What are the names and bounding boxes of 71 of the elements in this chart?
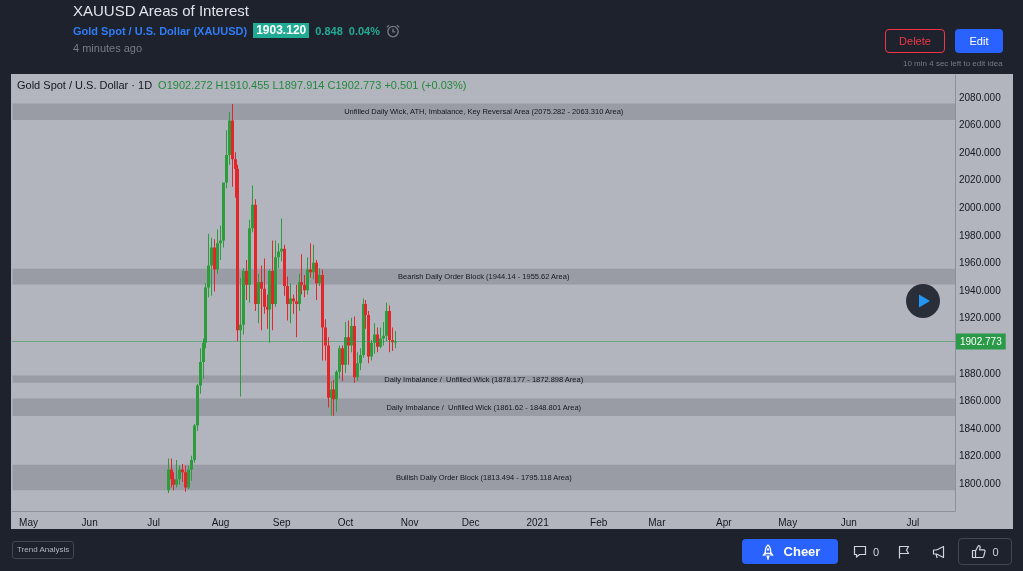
candlestick (271, 240, 274, 331)
candlestick (213, 239, 216, 292)
y-tick-label: 1820.000 (959, 450, 1002, 462)
y-tick-label: 1940.000 (959, 284, 1002, 296)
edit-button: Edit (955, 29, 1003, 53)
y-tick-label: 1920.000 (959, 312, 1002, 324)
x-tick-label: Apr (715, 516, 733, 528)
annotation: Gold Spot / U.S. Dollar · 1D (17, 79, 153, 91)
text: 10 min 4 sec left to edit idea (903, 59, 1003, 68)
ref-line-label: 1902.773 (960, 336, 1003, 348)
candlestick (167, 458, 170, 494)
candlestick (254, 199, 257, 311)
candlestick (306, 257, 309, 295)
y-tick-label: 1880.000 (959, 367, 1002, 379)
cheer-button: Cheer (742, 539, 838, 564)
y-tick-label: 2020.000 (959, 174, 1002, 186)
x-tick-label: Mar (648, 516, 667, 528)
candlestick (312, 244, 315, 280)
y-tick-label: 1800.000 (959, 477, 1002, 489)
candlestick (309, 243, 312, 278)
x-tick-label: Jul (147, 516, 161, 528)
candlestick (274, 240, 277, 307)
y-tick-label: 2000.000 (959, 201, 1002, 213)
delete-button: Delete (885, 29, 945, 53)
text: 0.848 (315, 23, 343, 38)
candlestick (376, 327, 379, 353)
candlestick (315, 259, 318, 300)
y-tick-label: 1860.000 (959, 395, 1002, 407)
candlestick (289, 283, 292, 324)
candlestick (353, 316, 356, 383)
candlestick (341, 345, 344, 382)
candlestick (216, 229, 219, 274)
y-tick-label: 1980.000 (959, 229, 1002, 241)
candlestick (175, 459, 178, 488)
y-tick-label: 2080.000 (959, 91, 1002, 103)
chart-subtitle: Gold Spot / U.S. Dollar (XAUUSD) (73, 23, 248, 38)
text: 0.04% (348, 23, 380, 38)
x-tick-label: Oct (337, 516, 354, 528)
x-tick-label: Feb (590, 516, 608, 528)
x-tick-label: Dec (461, 516, 480, 528)
text: 0 (873, 545, 880, 558)
candlestick (257, 273, 260, 324)
candlestick (184, 465, 187, 492)
like-button: 0 (958, 538, 1012, 565)
x-tick-label: 2021 (526, 516, 550, 528)
candlestick (347, 320, 350, 365)
candlestick (318, 268, 321, 287)
text: 1903.120 (253, 23, 310, 38)
x-tick-label: Jul (906, 516, 920, 528)
candlestick (210, 237, 213, 296)
x-tick-label: Jun (840, 516, 857, 528)
text: 4 minutes ago (73, 42, 143, 54)
x-tick-label: Jun (81, 516, 98, 528)
y-tick-label: 2060.000 (959, 119, 1002, 131)
x-tick-label: Nov (400, 516, 419, 528)
x-tick-label: Sep (272, 516, 291, 528)
candlestick (245, 259, 248, 300)
candlestick (321, 269, 324, 361)
candlestick (385, 302, 388, 342)
chart-title: XAUUSD Areas of Interest (73, 2, 249, 20)
tag: Trend Analysis (12, 541, 75, 559)
x-tick-label: May (19, 516, 38, 528)
x-tick-label: May (778, 516, 798, 528)
y-tick-label: 1840.000 (959, 422, 1002, 434)
y-tick-label: 2040.000 (959, 146, 1002, 158)
y-tick-label: 1960.000 (959, 257, 1002, 269)
candlestick (295, 284, 298, 338)
candlestick (388, 305, 391, 353)
x-tick-label: Aug (211, 516, 230, 528)
candlestick (356, 352, 359, 382)
annotation: O1902.272 H1910.455 L1897.914 C1902.773 +0.501 (+0.03%) (158, 79, 467, 91)
